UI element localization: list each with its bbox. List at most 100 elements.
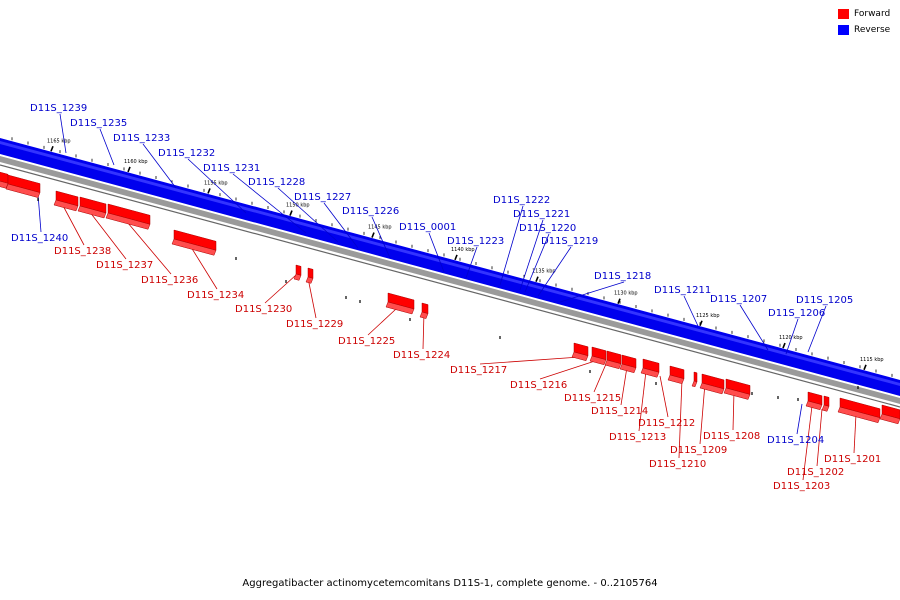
forward-gene-label[interactable]: D11S_1215 — [564, 393, 621, 404]
reverse-gene-leader-line — [59, 113, 67, 154]
reverse-gene-leader-line — [683, 295, 699, 327]
reverse-gene-leader-line — [465, 246, 478, 279]
forward-gene-block-face — [293, 273, 302, 281]
forward-gene-block-face — [699, 382, 725, 395]
forward-gene-label[interactable]: D11S_1216 — [510, 380, 567, 391]
scale-major-tick — [782, 342, 786, 349]
legend-forward-label: Forward — [854, 9, 891, 19]
legend-reverse-swatch — [838, 25, 849, 35]
forward-gene-label[interactable]: D11S_1229 — [286, 319, 343, 330]
forward-gene-block-face — [821, 404, 830, 412]
reverse-gene-label[interactable]: D11S_1231 — [203, 163, 260, 174]
reverse-gene-leader-line — [99, 128, 115, 166]
reverse-gene-label[interactable]: D11S_1226 — [342, 206, 399, 217]
reverse-gene-label[interactable]: D11S_0001 — [399, 222, 456, 233]
forward-gene-label[interactable]: D11S_1213 — [609, 432, 666, 443]
forward-gene-label[interactable]: D11S_1225 — [338, 336, 395, 347]
forward-gene-block-face — [604, 359, 622, 370]
backbone-line — [0, 164, 900, 408]
forward-gene-blocks — [0, 171, 900, 425]
forward-gene-block-face — [171, 238, 217, 256]
forward-gene-leader-line — [85, 206, 127, 260]
forward-gene-block-face — [691, 380, 698, 388]
legend-reverse-label: Reverse — [854, 25, 891, 35]
forward-gene-leader-line — [367, 308, 397, 336]
scale-major-tick — [454, 254, 458, 261]
forward-gene-leader-line — [659, 375, 669, 418]
reverse-gene-leader-line — [142, 143, 177, 189]
forward-gene-label[interactable]: D11S_1234 — [187, 290, 244, 301]
forward-gene-leader-line — [593, 363, 607, 393]
scale-major-tick — [289, 210, 293, 216]
scale-tick-label: 1125 kbp — [696, 313, 720, 319]
forward-gene-label[interactable]: D11S_1237 — [96, 260, 153, 271]
scale-major-tick — [127, 166, 131, 173]
scale-tick-label: 1140 kbp — [451, 247, 475, 253]
reverse-gene-label[interactable]: D11S_1204 — [767, 435, 824, 446]
reverse-gene-label[interactable]: D11S_1232 — [158, 148, 215, 159]
gene-labels: D11S_1239 D11S_1235 D11S_1233 D11S_1232 D11S… — [11, 103, 881, 492]
forward-gene-label[interactable]: D11S_1209 — [670, 445, 727, 456]
forward-gene-label[interactable]: D11S_1214 — [591, 406, 648, 417]
scale-major-tick — [863, 364, 867, 371]
forward-gene-block-face — [105, 212, 151, 230]
forward-gene-label[interactable]: D11S_1203 — [773, 481, 830, 492]
forward-gene-block-face — [5, 183, 41, 198]
reverse-gene-label[interactable]: D11S_1222 — [493, 195, 550, 206]
forward-gene-label[interactable]: D11S_1238 — [54, 246, 111, 257]
reverse-gene-label[interactable]: D11S_1219 — [541, 236, 598, 247]
forward-gene-block-face — [640, 367, 660, 378]
forward-gene-label[interactable]: D11S_1230 — [235, 304, 292, 315]
reverse-gene-leader-line — [187, 158, 247, 214]
reverse-gene-label[interactable]: D11S_1228 — [248, 177, 305, 188]
reverse-gene-leader-line — [277, 187, 339, 243]
forward-gene-block-face — [723, 387, 751, 400]
forward-gene-label[interactable]: D11S_1217 — [450, 365, 507, 376]
forward-gene-leader-line — [816, 408, 823, 467]
reverse-gene-label[interactable]: D11S_1223 — [447, 236, 504, 247]
forward-gene-block-face — [305, 276, 314, 284]
reverse-gene-leader-line — [428, 232, 445, 273]
scale-tick-label: 1145 kbp — [368, 225, 392, 231]
reverse-gene-label[interactable]: D11S_1227 — [294, 192, 351, 203]
legend-forward-swatch — [838, 9, 849, 19]
scale-tick-label: 1160 kbp — [124, 159, 148, 165]
forward-gene-leader-line — [699, 382, 706, 445]
forward-gene-block-face — [667, 374, 685, 385]
reverse-gene-label[interactable]: D11S_1211 — [654, 285, 711, 296]
reverse-gene-label[interactable]: D11S_1205 — [796, 295, 853, 306]
forward-gene-label[interactable]: D11S_1210 — [649, 459, 706, 470]
reverse-gene-label[interactable]: D11S_1207 — [710, 294, 767, 305]
reverse-gene-leader-line — [371, 216, 391, 259]
reverse-gene-label[interactable]: D11S_1240 — [11, 233, 68, 244]
reverse-gene-label[interactable]: D11S_1220 — [519, 223, 576, 234]
legend-reverse: Reverse — [838, 25, 890, 35]
reverse-gene-label[interactable]: D11S_1206 — [768, 308, 825, 319]
forward-gene-block-face — [619, 363, 637, 374]
reverse-gene-label[interactable]: D11S_1221 — [513, 209, 570, 220]
genome-caption: Aggregatibacter actinomycetemcomitans D1… — [242, 578, 658, 589]
scale-major-tick — [207, 188, 211, 194]
scale-tick-label: 1155 kbp — [204, 180, 228, 186]
reverse-gene-leader-line — [785, 318, 799, 355]
reverse-gene-label[interactable]: D11S_1235 — [70, 118, 127, 129]
forward-gene-label[interactable]: D11S_1212 — [638, 418, 695, 429]
scale-major-tick — [617, 298, 621, 305]
forward-gene-label[interactable]: D11S_1201 — [824, 454, 881, 465]
reverse-gene-label[interactable]: D11S_1218 — [594, 271, 651, 282]
forward-gene-block-face — [53, 199, 79, 212]
forward-gene-label[interactable]: D11S_1224 — [393, 350, 450, 361]
forward-gene-leader-line — [678, 378, 683, 459]
reverse-gene-label[interactable]: D11S_1239 — [30, 103, 87, 114]
forward-gene-label[interactable]: D11S_1236 — [141, 275, 198, 286]
forward-gene-block-face — [385, 301, 415, 315]
forward-gene-block-face — [419, 311, 429, 319]
forward-gene-label[interactable]: D11S_1202 — [787, 467, 844, 478]
forward-gene-label[interactable]: D11S_1208 — [703, 431, 760, 442]
genome-backbone — [0, 138, 900, 408]
reverse-gene-leader-line — [499, 205, 524, 286]
reverse-gene-label[interactable]: D11S_1233 — [113, 133, 170, 144]
scale-tick-label: 1120 kbp — [779, 335, 803, 341]
